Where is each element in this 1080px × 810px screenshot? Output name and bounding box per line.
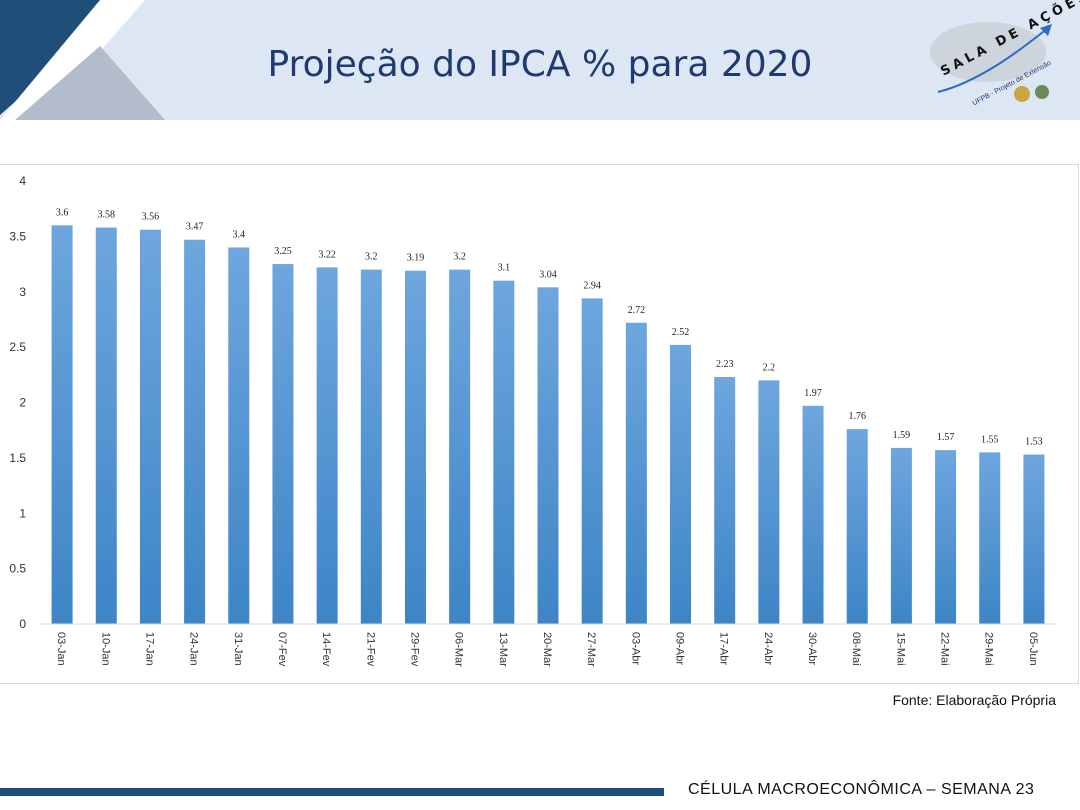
data-label: 3.2: [453, 252, 466, 263]
bar: [714, 377, 736, 624]
x-tick-label: 10-Jan: [99, 632, 111, 666]
y-tick-label: 1.5: [9, 451, 26, 465]
data-label: 3.2: [365, 252, 378, 263]
bar: [935, 450, 957, 624]
x-tick-label: 20-Mar: [541, 632, 553, 667]
data-label: 3.04: [539, 269, 557, 280]
bars: [51, 225, 1045, 625]
corner-decoration: [0, 0, 165, 120]
data-label: 3.6: [56, 207, 69, 218]
x-tick-label: 24-Abr: [762, 632, 774, 665]
bar: [1023, 454, 1045, 624]
data-label: 3.19: [407, 253, 425, 264]
bar: [316, 267, 338, 624]
data-label: 3.47: [186, 222, 204, 233]
y-axis: 0 0.5 1 1.5 2 2.5 3 3.5 4: [9, 174, 26, 631]
bar: [493, 280, 515, 624]
page-title: Projeção do IPCA % para 2020: [267, 44, 813, 85]
source-note: Fonte: Elaboração Própria: [892, 692, 1056, 708]
x-tick-label: 29-Fev: [408, 632, 420, 667]
bar: [228, 247, 250, 624]
x-tick-label: 17-Jan: [143, 632, 155, 666]
x-tick-label: 07-Fev: [276, 632, 288, 667]
data-label: 3.58: [98, 210, 116, 221]
data-label: 1.59: [893, 430, 911, 441]
y-tick-label: 4: [19, 174, 26, 188]
x-tick-label: 08-Mai: [850, 632, 862, 666]
header-banner: [0, 0, 1080, 120]
footer-text: CÉLULA MACROECONÔMICA – SEMANA 23: [688, 781, 1035, 798]
x-tick-label: 03-Jan: [55, 632, 67, 666]
data-label: 2.94: [583, 280, 601, 291]
data-label: 3.22: [318, 249, 336, 260]
y-tick-label: 2.5: [9, 340, 26, 354]
bar: [890, 447, 912, 624]
data-label: 1.53: [1025, 437, 1043, 448]
x-tick-label: 31-Jan: [232, 632, 244, 666]
bar-chart: 0 0.5 1 1.5 2 2.5 3 3.5 4 3.6 3.58 3.56 3.47 3.4 3.25…: [9, 174, 1056, 667]
x-tick-label: 06-Mar: [453, 632, 465, 667]
data-label: 2.23: [716, 359, 734, 370]
bar: [625, 322, 647, 624]
x-tick-label: 05-Jun: [1027, 632, 1039, 666]
bar: [581, 298, 603, 624]
bar: [404, 270, 426, 624]
footer-bar: [0, 788, 664, 796]
y-tick-label: 2: [19, 396, 26, 410]
x-tick-label: 30-Abr: [806, 632, 818, 665]
bar: [184, 239, 206, 624]
data-label: 1.76: [848, 411, 866, 422]
x-tick-label: 09-Abr: [674, 632, 686, 665]
bar: [51, 225, 73, 625]
logo: SALA DE AÇÕES UFPB - Projeto de Extensão: [918, 0, 1080, 108]
data-labels: 3.6 3.58 3.56 3.47 3.4 3.25 3.22 3.2 3.19 3.2 3.1 3…: [56, 207, 1043, 447]
bar: [537, 287, 559, 624]
x-tick-label: 14-Fev: [320, 632, 332, 667]
x-tick-label: 22-Mai: [939, 632, 951, 666]
x-tick-label: 15-Mai: [894, 632, 906, 666]
data-label: 2.72: [628, 305, 646, 316]
data-label: 1.57: [937, 432, 955, 443]
y-tick-label: 0: [19, 617, 26, 631]
bar: [758, 380, 780, 624]
bar: [449, 269, 471, 624]
bar: [139, 229, 161, 624]
data-label: 1.55: [981, 434, 999, 445]
x-tick-label: 03-Abr: [629, 632, 641, 665]
x-tick-label: 17-Abr: [718, 632, 730, 665]
bar: [670, 344, 692, 624]
bar: [979, 452, 1001, 624]
data-label: 1.97: [804, 388, 822, 399]
bar: [360, 269, 382, 624]
x-tick-label: 13-Mar: [497, 632, 509, 667]
x-tick-label: 24-Jan: [188, 632, 200, 666]
x-axis: 03-Jan 10-Jan 17-Jan 24-Jan 31-Jan 07-Fev 14-F…: [40, 623, 1056, 667]
data-label: 3.1: [498, 263, 511, 274]
y-tick-label: 1: [19, 506, 26, 520]
x-tick-label: 29-Mai: [983, 632, 995, 666]
data-label: 3.56: [142, 212, 160, 223]
data-label: 3.4: [233, 229, 246, 240]
bar: [272, 264, 294, 624]
data-label: 3.25: [274, 246, 292, 257]
bar: [846, 429, 868, 624]
x-tick-label: 21-Fev: [364, 632, 376, 667]
x-tick-label: 27-Mar: [585, 632, 597, 667]
globe-icon: [930, 22, 1052, 102]
y-tick-label: 3.5: [9, 229, 26, 243]
y-tick-label: 3: [19, 285, 26, 299]
data-label: 2.52: [672, 327, 690, 338]
y-tick-label: 0.5: [9, 562, 26, 576]
bar: [802, 405, 824, 624]
bar: [95, 227, 117, 624]
data-label: 2.2: [763, 362, 776, 373]
